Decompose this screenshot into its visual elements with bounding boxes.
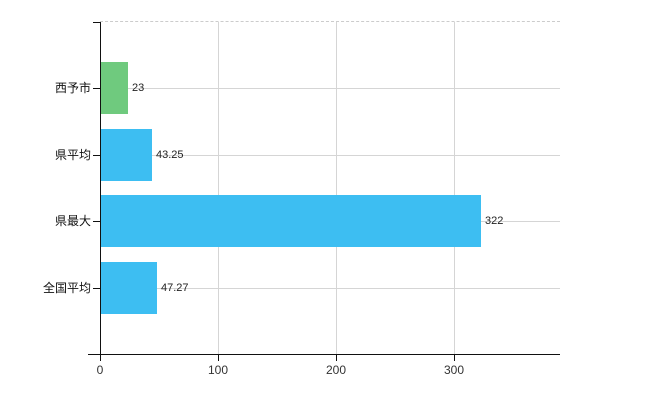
category-tick [93, 88, 100, 89]
value-label: 23 [132, 82, 145, 94]
x-tick-label: 100 [207, 363, 229, 377]
x-tick [454, 355, 455, 361]
plot-top-border [100, 21, 560, 22]
category-label: 西予市 [54, 81, 91, 95]
row-gridline [100, 88, 560, 89]
v-gridline [336, 22, 337, 354]
category-tick [93, 155, 100, 156]
v-gridline [218, 22, 219, 354]
x-axis-line [88, 354, 560, 355]
value-label: 43.25 [156, 149, 184, 161]
bar-2[interactable] [101, 195, 481, 247]
x-tick [100, 355, 101, 361]
category-label: 県平均 [54, 148, 91, 162]
y-axis-top-tick [93, 22, 100, 23]
x-tick-label: 200 [325, 363, 347, 377]
x-tick-label: 0 [96, 363, 104, 377]
category-tick [93, 221, 100, 222]
row-gridline [100, 288, 560, 289]
bar-1[interactable] [101, 129, 152, 181]
x-tick [218, 355, 219, 361]
row-gridline [100, 155, 560, 156]
bar-3[interactable] [101, 262, 157, 314]
v-gridline [454, 22, 455, 354]
category-label: 全国平均 [42, 281, 91, 295]
y-axis-line [100, 22, 101, 355]
category-tick [93, 288, 100, 289]
x-tick-label: 300 [443, 363, 465, 377]
value-label: 322 [485, 215, 504, 227]
category-label: 県最大 [54, 214, 91, 228]
x-tick [336, 355, 337, 361]
bar-0[interactable] [101, 62, 128, 114]
value-label: 47.27 [161, 282, 189, 294]
